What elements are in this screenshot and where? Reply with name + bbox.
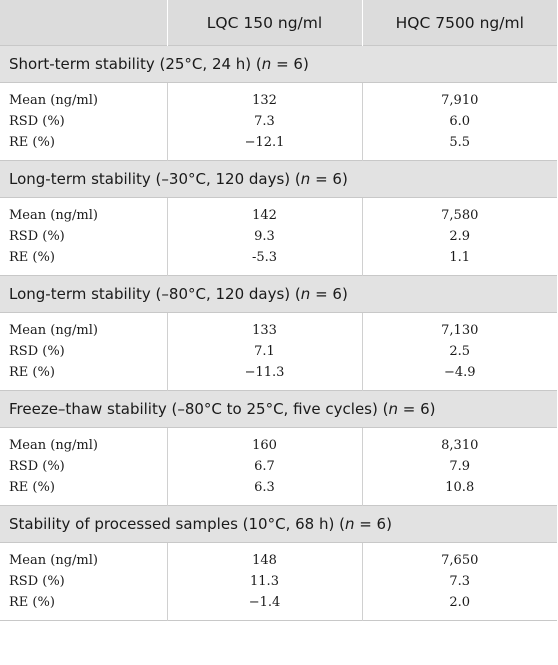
row-label: RE (%) bbox=[0, 247, 168, 276]
section-group: Long-term stability (–80°C, 120 days) (n… bbox=[0, 275, 557, 391]
lqc-value: −11.3 bbox=[167, 362, 363, 391]
lqc-value: −12.1 bbox=[167, 132, 363, 161]
table-row: Mean (ng/ml) 148 7,650 bbox=[0, 542, 557, 571]
hqc-value: 7.3 bbox=[449, 574, 471, 589]
table-header: LQC 150 ng/ml HQC 7500 ng/ml bbox=[0, 0, 557, 46]
row-label: RE (%) bbox=[0, 477, 168, 506]
table-row: RE (%) −11.3 −4.9 bbox=[0, 362, 557, 391]
table-row: Mean (ng/ml) 132 7,910 bbox=[0, 82, 557, 111]
section-title: Short-term stability (25°C, 24 h) (n = 6… bbox=[0, 45, 557, 83]
table-row: RSD (%) 7.3 6.0 bbox=[0, 111, 557, 132]
lqc-value: 142 bbox=[167, 197, 363, 226]
section-header-row: Freeze–thaw stability (–80°C to 25°C, fi… bbox=[0, 390, 557, 428]
hqc-value: 7,580 bbox=[441, 208, 479, 223]
row-label: Mean (ng/ml) bbox=[0, 312, 168, 341]
section-title: Stability of processed samples (10°C, 68… bbox=[0, 505, 557, 543]
section-header-row: Short-term stability (25°C, 24 h) (n = 6… bbox=[0, 45, 557, 83]
hqc-value: 7.9 bbox=[449, 459, 471, 474]
header-blank-cell bbox=[0, 0, 167, 46]
row-label: Mean (ng/ml) bbox=[0, 542, 168, 571]
lqc-value: 132 bbox=[167, 82, 363, 111]
table-row: Mean (ng/ml) 160 8,310 bbox=[0, 427, 557, 456]
lqc-value: 11.3 bbox=[167, 571, 363, 592]
stability-table: LQC 150 ng/ml HQC 7500 ng/ml Short-term … bbox=[0, 0, 557, 621]
row-label: Mean (ng/ml) bbox=[0, 427, 168, 456]
table-row: RSD (%) 11.3 7.3 bbox=[0, 571, 557, 592]
lqc-value: 9.3 bbox=[167, 226, 363, 247]
hqc-value: 5.5 bbox=[449, 135, 471, 150]
row-label: RSD (%) bbox=[0, 226, 168, 247]
row-label: Mean (ng/ml) bbox=[0, 82, 168, 111]
row-label: Mean (ng/ml) bbox=[0, 197, 168, 226]
section-header-row: Long-term stability (–80°C, 120 days) (n… bbox=[0, 275, 557, 313]
lqc-value: 6.3 bbox=[167, 477, 363, 506]
section-header-row: Long-term stability (–30°C, 120 days) (n… bbox=[0, 160, 557, 198]
hqc-value: 2.9 bbox=[449, 229, 471, 244]
table-row: RSD (%) 6.7 7.9 bbox=[0, 456, 557, 477]
lqc-value: 133 bbox=[167, 312, 363, 341]
table-row: Mean (ng/ml) 142 7,580 bbox=[0, 197, 557, 226]
hqc-value: 7,650 bbox=[441, 553, 479, 568]
table-row: RSD (%) 7.1 2.5 bbox=[0, 341, 557, 362]
header-row: LQC 150 ng/ml HQC 7500 ng/ml bbox=[0, 0, 557, 46]
hqc-value: 2.5 bbox=[449, 344, 471, 359]
lqc-value: −1.4 bbox=[167, 592, 363, 621]
table-row: RE (%) 6.3 10.8 bbox=[0, 477, 557, 506]
lqc-value: 7.3 bbox=[167, 111, 363, 132]
header-hqc: HQC 7500 ng/ml bbox=[361, 0, 557, 46]
hqc-value: 7,910 bbox=[441, 93, 479, 108]
section-group: Long-term stability (–30°C, 120 days) (n… bbox=[0, 160, 557, 276]
section-title: Long-term stability (–80°C, 120 days) (n… bbox=[0, 275, 557, 313]
row-label: RSD (%) bbox=[0, 571, 168, 592]
table-row: Mean (ng/ml) 133 7,130 bbox=[0, 312, 557, 341]
row-label: RSD (%) bbox=[0, 111, 168, 132]
hqc-value: 2.0 bbox=[449, 595, 471, 610]
section-header-row: Stability of processed samples (10°C, 68… bbox=[0, 505, 557, 543]
section-group: Short-term stability (25°C, 24 h) (n = 6… bbox=[0, 45, 557, 161]
hqc-value: 6.0 bbox=[449, 114, 471, 129]
table-row: RSD (%) 9.3 2.9 bbox=[0, 226, 557, 247]
row-label: RSD (%) bbox=[0, 456, 168, 477]
lqc-value: 6.7 bbox=[167, 456, 363, 477]
row-label: RE (%) bbox=[0, 362, 168, 391]
section-group: Stability of processed samples (10°C, 68… bbox=[0, 505, 557, 621]
section-title: Long-term stability (–30°C, 120 days) (n… bbox=[0, 160, 557, 198]
table-row: RE (%) −1.4 2.0 bbox=[0, 592, 557, 621]
hqc-value: 1.1 bbox=[449, 250, 471, 265]
table-row: RE (%) -5.3 1.1 bbox=[0, 247, 557, 276]
lqc-value: 148 bbox=[167, 542, 363, 571]
hqc-value: 8,310 bbox=[441, 438, 479, 453]
lqc-value: 160 bbox=[167, 427, 363, 456]
row-label: RSD (%) bbox=[0, 341, 168, 362]
section-title: Freeze–thaw stability (–80°C to 25°C, fi… bbox=[0, 390, 557, 428]
hqc-value: 7,130 bbox=[441, 323, 479, 338]
table-row: RE (%) −12.1 5.5 bbox=[0, 132, 557, 161]
hqc-value: 10.8 bbox=[445, 480, 475, 495]
header-lqc: LQC 150 ng/ml bbox=[166, 0, 362, 46]
section-group: Freeze–thaw stability (–80°C to 25°C, fi… bbox=[0, 390, 557, 506]
lqc-value: -5.3 bbox=[167, 247, 363, 276]
hqc-value: −4.9 bbox=[443, 365, 476, 380]
lqc-value: 7.1 bbox=[167, 341, 363, 362]
row-label: RE (%) bbox=[0, 132, 168, 161]
row-label: RE (%) bbox=[0, 592, 168, 621]
